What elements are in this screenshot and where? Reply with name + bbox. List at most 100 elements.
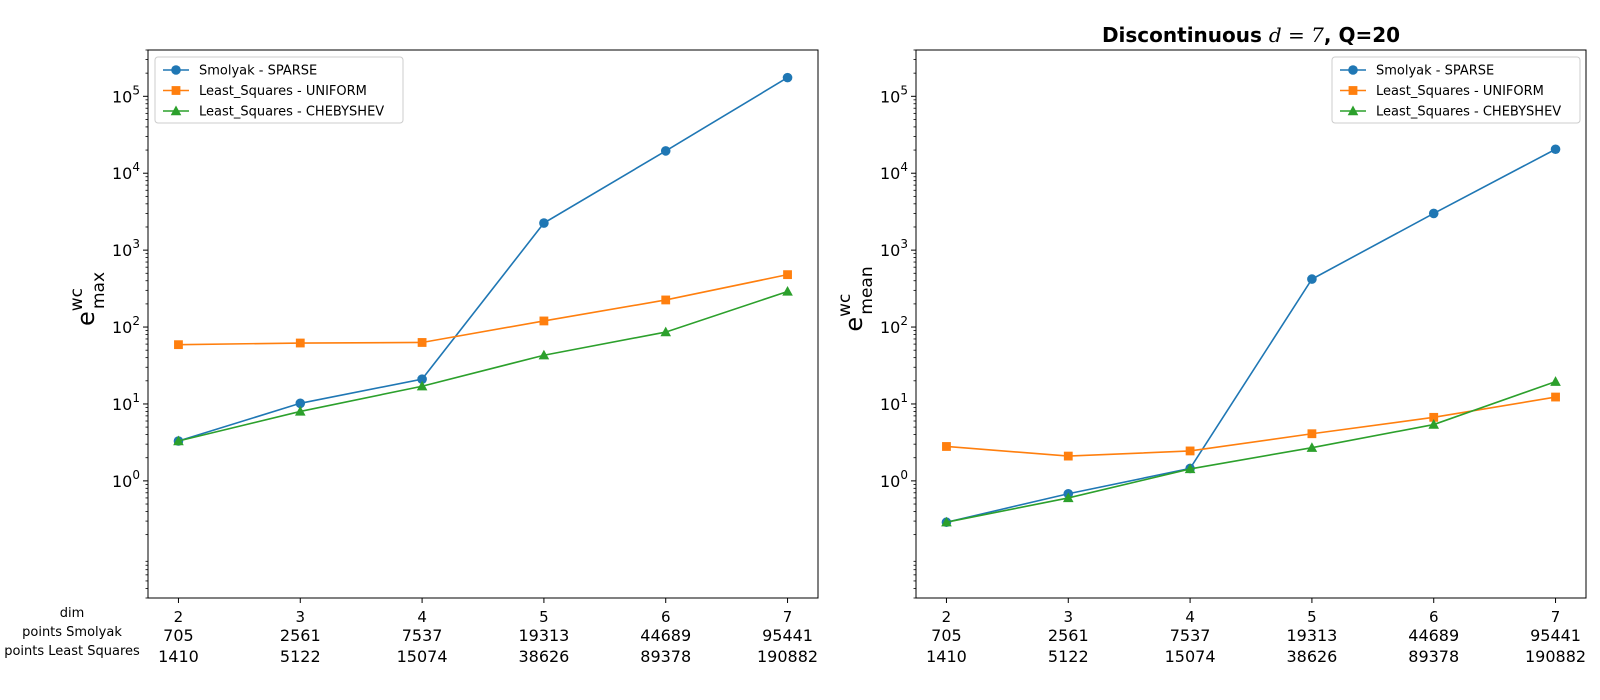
legend-entry: Least_Squares - CHEBYSHEV [1376, 105, 1561, 120]
x-tick-label: 7 [1551, 608, 1561, 626]
legend-entry: Least_Squares - UNIFORM [1376, 84, 1544, 99]
data-point [783, 270, 792, 280]
x-tick-label: 2 [942, 608, 952, 626]
x-tick-label: 190882 [757, 647, 818, 666]
y-axis-label: ewc max [67, 272, 109, 326]
y-tick-base: 10 [112, 318, 132, 337]
axes-frame [147, 49, 819, 599]
y-tick-exponent: 2 [900, 314, 908, 328]
data-point [295, 398, 306, 409]
x-tick-label: 4 [417, 608, 427, 626]
y-tick-base: 10 [112, 395, 132, 414]
data-point [1550, 144, 1561, 155]
series-line [946, 396, 1556, 457]
y-tick-base: 10 [880, 318, 900, 337]
figure-title-suffix: , Q=20 [1324, 23, 1400, 47]
legend-marker [1348, 65, 1358, 75]
figure-title: Discontinuous d = 7, Q=20 [1102, 23, 1400, 47]
data-point [942, 442, 951, 451]
data-point [1551, 392, 1560, 402]
series-line [178, 273, 788, 346]
x-tick-label: 5 [1307, 608, 1317, 626]
data-point [295, 338, 305, 348]
legend-marker [171, 65, 181, 75]
legend: Smolyak - SPARSE Least_Squares - UNIFORM L… [1331, 56, 1581, 124]
y-axis-label-sup: wc [835, 294, 855, 317]
x-tick-label: 19313 [1286, 626, 1337, 645]
series-line [178, 76, 788, 442]
data-point [1062, 492, 1074, 503]
data-point [416, 380, 428, 391]
x-tick-label: 705 [931, 626, 962, 645]
x-tick-label: 5122 [1048, 647, 1089, 666]
x-tick-label: 95441 [1530, 626, 1581, 645]
y-tick-base: 10 [880, 87, 900, 106]
y-axis-label-base: e [840, 317, 868, 332]
table-row-label: dim [60, 606, 85, 621]
x-tick-label: 38626 [1286, 647, 1337, 666]
y-tick-exponent: 4 [900, 160, 908, 174]
y-tick-exponent: 3 [132, 237, 140, 251]
y-tick-exponent: 0 [132, 468, 140, 482]
y-tick-base: 10 [880, 241, 900, 260]
right-chart-panel: 1001011021031041052705141032561512247537… [835, 49, 1587, 666]
y-tick-exponent: 3 [900, 237, 908, 251]
y-tick-label: 105 [880, 83, 908, 106]
y-axis-label-sup: wc [67, 288, 87, 311]
y-tick-base: 10 [880, 472, 900, 491]
legend-entry: Least_Squares - CHEBYSHEV [199, 105, 384, 120]
x-tick-label: 3 [295, 608, 305, 626]
data-point [1307, 274, 1317, 284]
x-tick-label: 7 [783, 608, 793, 626]
x-tick-label: 5122 [280, 647, 321, 666]
x-tick-label: 190882 [1525, 647, 1586, 666]
legend-box [154, 56, 404, 124]
data-point [1063, 451, 1073, 461]
x-tick-label: 1410 [158, 647, 199, 666]
y-tick-label: 100 [880, 468, 908, 491]
legend-marker [1348, 86, 1358, 95]
x-tick-label: 44689 [640, 626, 691, 645]
figure-title-eq: = 7 [1282, 23, 1324, 47]
x-tick-label: 3 [1063, 608, 1073, 626]
figure-title-var: d [1269, 23, 1282, 47]
data-point [173, 435, 184, 446]
y-tick-exponent: 5 [900, 83, 908, 97]
y-tick-label: 101 [112, 391, 140, 414]
y-tick-exponent: 5 [132, 83, 140, 97]
data-point [660, 146, 671, 156]
x-tick-label: 89378 [640, 647, 691, 666]
series-line [946, 148, 1556, 523]
y-tick-exponent: 1 [900, 391, 908, 405]
y-tick-label: 103 [880, 237, 908, 260]
y-tick-exponent: 0 [900, 468, 908, 482]
data-point [1184, 463, 1196, 474]
data-point [660, 326, 672, 337]
series-line [178, 290, 788, 442]
y-tick-base: 10 [112, 87, 132, 106]
legend-marker [171, 86, 181, 95]
legend-box [1331, 56, 1581, 124]
data-point [941, 516, 952, 527]
figure-title-prefix: Discontinuous [1102, 23, 1269, 47]
x-tick-label: 7537 [1170, 626, 1211, 645]
x-tick-label: 38626 [518, 647, 569, 666]
x-tick-label: 5 [539, 608, 549, 626]
data-point [1306, 442, 1318, 452]
data-point [539, 316, 549, 326]
legend-entry: Least_Squares - UNIFORM [199, 84, 367, 99]
y-axis-label: ewc mean [835, 266, 877, 331]
x-tick-label: 89378 [1408, 647, 1459, 666]
table-row-label: points Least Squares [4, 644, 140, 659]
y-axis-label-sub: mean [857, 266, 877, 314]
y-tick-exponent: 1 [132, 391, 140, 405]
table-row-label: points Smolyak [22, 625, 122, 640]
x-tick-label: 1410 [926, 647, 967, 666]
x-tick-label: 15074 [397, 647, 448, 666]
y-tick-label: 101 [880, 391, 908, 414]
y-tick-base: 10 [880, 395, 900, 414]
data-point [1185, 446, 1195, 456]
legend-entry: Smolyak - SPARSE [1376, 64, 1494, 79]
x-tick-label: 15074 [1165, 647, 1216, 666]
